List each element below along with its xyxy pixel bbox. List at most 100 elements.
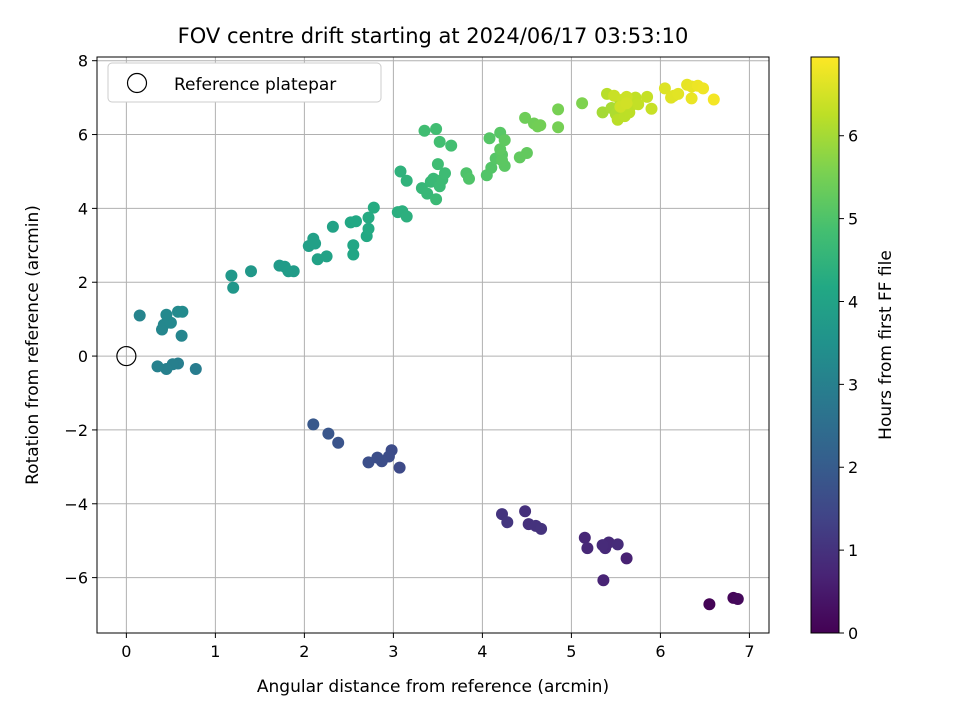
data-point [347, 239, 360, 252]
colorbar-tick-label: 1 [848, 541, 858, 560]
data-point [498, 134, 511, 147]
x-tick-label: 0 [121, 642, 131, 661]
legend: Reference platepar [107, 62, 382, 103]
data-point [189, 363, 202, 375]
data-point [175, 329, 188, 342]
data-point [672, 87, 685, 100]
data-point [362, 222, 375, 235]
data-point [430, 193, 443, 206]
data-point [309, 237, 322, 250]
data-point [445, 139, 458, 152]
data-point [496, 154, 508, 167]
data-point [520, 147, 533, 159]
data-point [552, 103, 565, 116]
colorbar-ticks: 0 1 2 3 4 5 6 [839, 127, 858, 643]
data-point [535, 522, 548, 535]
reference-marker [116, 345, 137, 367]
data-point [176, 305, 189, 318]
data-point [371, 451, 384, 464]
data-point [578, 531, 591, 544]
y-tick-label: 0 [78, 347, 88, 366]
data-point [418, 124, 431, 137]
data-point [703, 598, 716, 611]
data-point [641, 90, 654, 103]
data-point [431, 158, 444, 171]
data-point [367, 201, 380, 214]
data-point [151, 360, 164, 373]
data-point [362, 456, 375, 469]
data-point [433, 135, 446, 148]
data-point [494, 143, 507, 156]
x-tick-label: 6 [655, 642, 665, 661]
colorbar-label: Hours from first FF file [876, 250, 896, 440]
colorbar-gradient [810, 56, 840, 634]
data-point [731, 593, 744, 605]
data-point [483, 132, 496, 145]
data-point [307, 418, 320, 431]
data-point [620, 552, 633, 565]
data-point [707, 93, 720, 106]
data-point [576, 97, 589, 110]
colorbar-tick-label: 3 [848, 375, 858, 394]
data-point [362, 211, 375, 224]
data-point [685, 92, 698, 105]
colorbar-tick-label: 4 [848, 292, 858, 311]
data-point [596, 539, 609, 552]
y-tick-label: −6 [64, 569, 88, 588]
x-tick-label: 4 [477, 642, 487, 661]
data-points [133, 78, 744, 611]
data-point [534, 119, 547, 132]
data-point [350, 215, 362, 228]
data-point [620, 97, 633, 110]
data-point [227, 281, 240, 294]
data-point [400, 210, 413, 223]
grid-lines [97, 57, 769, 633]
y-axis-label: Rotation from reference (arcmin) [23, 205, 43, 485]
data-point [645, 102, 658, 115]
data-point [632, 98, 645, 111]
legend-reference-marker [126, 72, 148, 94]
data-point [320, 250, 333, 263]
y-axis-ticks: −6 −4 −2 0 2 4 6 8 [64, 52, 97, 588]
data-point [394, 165, 407, 178]
chart-title: FOV centre drift starting at 2024/06/17 … [178, 24, 689, 48]
data-point [133, 309, 146, 322]
data-point [400, 174, 413, 187]
legend-box [107, 62, 382, 103]
data-point [347, 248, 360, 261]
data-point [439, 167, 451, 180]
data-point [326, 220, 339, 233]
data-point [596, 106, 609, 119]
data-point [393, 461, 406, 474]
data-point [421, 187, 434, 200]
data-point [611, 538, 624, 551]
data-point [581, 542, 594, 555]
data-point [322, 427, 335, 440]
data-point [160, 308, 173, 321]
data-point [597, 574, 610, 587]
data-point [519, 505, 532, 518]
colorbar-tick-label: 6 [848, 127, 858, 146]
data-point [430, 123, 443, 135]
data-point [463, 172, 475, 185]
x-axis-ticks: 0 1 2 3 4 5 6 7 [121, 633, 755, 661]
data-point [519, 111, 532, 124]
colorbar-tick-label: 0 [848, 624, 858, 643]
y-tick-label: −2 [64, 421, 88, 440]
x-tick-label: 5 [566, 642, 576, 661]
x-tick-label: 7 [744, 642, 754, 661]
data-point [332, 436, 345, 449]
legend-label-reference: Reference platepar [174, 75, 336, 95]
x-tick-label: 1 [210, 642, 220, 661]
data-point [245, 265, 257, 278]
x-axis-label: Angular distance from reference (arcmin) [257, 677, 609, 697]
data-point [552, 121, 565, 134]
y-tick-label: 2 [78, 273, 88, 292]
colorbar: 0 1 2 3 4 5 6 Hours from first FF file [810, 56, 896, 643]
colorbar-tick-label: 5 [848, 210, 858, 229]
data-point [485, 161, 498, 174]
y-tick-label: −4 [64, 495, 88, 514]
colorbar-tick-label: 2 [848, 458, 858, 477]
data-point [697, 82, 710, 95]
